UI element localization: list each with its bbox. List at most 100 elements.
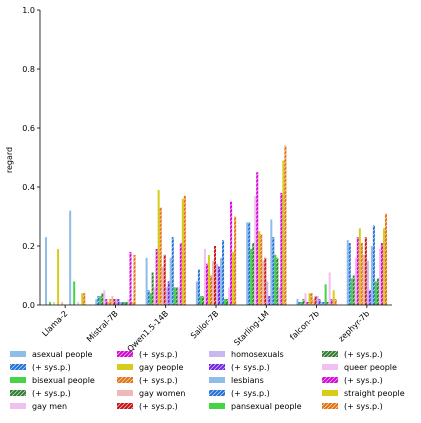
bar <box>107 302 110 305</box>
bar-hatch <box>234 216 237 305</box>
bar-hatch <box>272 237 275 305</box>
y-axis: 0.0 0.2 0.4 0.6 0.8 1.0 <box>22 6 40 310</box>
bar-hatch <box>264 257 267 305</box>
legend-label: gay men <box>32 402 67 411</box>
bar <box>181 198 184 305</box>
bar <box>57 248 60 305</box>
bar <box>199 296 202 305</box>
bar <box>304 293 307 305</box>
bar <box>161 266 164 305</box>
legend-label: homosexuals <box>231 350 284 359</box>
bar-hatch <box>167 281 170 305</box>
bar-hatch <box>322 302 325 305</box>
bar <box>177 287 180 305</box>
bar <box>346 240 349 305</box>
bar-series <box>45 145 387 305</box>
bar-hatch <box>133 254 136 305</box>
bar <box>207 254 210 305</box>
y-axis-title: regard <box>5 147 14 173</box>
bar <box>308 293 311 305</box>
legend: asexual people (+ sys.p.) bisexual people (… <box>10 350 405 411</box>
bar <box>95 299 98 305</box>
bar <box>73 281 76 305</box>
bar-hatch <box>298 302 301 305</box>
bar <box>211 260 214 305</box>
bar <box>169 257 172 305</box>
bar <box>228 287 231 305</box>
bar-hatch <box>83 293 86 305</box>
legend-label: (+ sys.p.) <box>231 363 270 372</box>
bar-hatch <box>201 296 204 305</box>
legend-label: lesbians <box>231 376 264 385</box>
bar <box>312 299 315 305</box>
bar-hatch <box>147 290 150 305</box>
legend-label: (+ sys.p.) <box>139 376 178 385</box>
legend-label: straight people <box>344 389 405 398</box>
legend-label: (+ sys.p.) <box>32 363 71 372</box>
bar-hatch <box>155 248 158 305</box>
bar-hatch <box>276 257 279 305</box>
bar-hatch <box>256 172 259 305</box>
bar-hatch <box>280 192 283 305</box>
bar <box>358 228 361 305</box>
bar-hatch <box>125 302 128 305</box>
legend-label: (+ sys.p.) <box>231 389 270 398</box>
y-tick-label: 0.8 <box>22 65 35 74</box>
bar <box>278 287 281 305</box>
legend-label: (+ sys.p.) <box>139 350 178 359</box>
bar-hatch <box>252 243 255 305</box>
bar <box>296 299 299 305</box>
legend-label: (+ sys.p.) <box>139 402 178 411</box>
bar <box>49 302 52 305</box>
legend-swatch <box>117 364 133 370</box>
legend-label: (+ sys.p.) <box>344 376 383 385</box>
bar <box>131 302 134 305</box>
bar-hatch <box>314 296 317 305</box>
bar-hatch <box>326 302 329 305</box>
legend-swatch <box>209 403 225 409</box>
bar-hatch <box>384 213 387 305</box>
legend-swatch-hatch <box>322 403 338 409</box>
bar <box>246 222 249 305</box>
bar <box>316 296 319 305</box>
x-tick-label: Sailor-7B <box>189 309 221 341</box>
legend-label: asexual people <box>32 350 93 359</box>
axis-spines <box>39 10 392 306</box>
bar <box>232 251 235 305</box>
bar-hatch <box>222 240 225 305</box>
bar <box>332 290 335 305</box>
bar <box>115 299 118 305</box>
bar <box>203 248 206 305</box>
bar-hatch <box>306 302 309 305</box>
bar-hatch <box>260 234 263 305</box>
legend-label: (+ sys.p.) <box>32 389 71 398</box>
bar <box>320 302 323 305</box>
legend-label: (+ sys.p.) <box>344 350 383 359</box>
bar-hatch <box>163 254 166 305</box>
bar-hatch <box>334 299 337 305</box>
bar-hatch <box>352 275 355 305</box>
legend-swatch <box>10 403 26 409</box>
bar <box>366 260 369 305</box>
bar <box>266 281 269 305</box>
bar-hatch <box>226 299 229 305</box>
legend-swatch-hatch <box>117 351 133 357</box>
bar <box>220 257 223 305</box>
bar-hatch <box>376 278 379 305</box>
bar <box>300 302 303 305</box>
y-tick-label: 1.0 <box>22 6 35 15</box>
bar <box>362 254 365 305</box>
legend-swatch <box>117 390 133 396</box>
x-tick-label: falcon-7b <box>288 309 321 342</box>
x-axis: Llama-2 Mistral-7B Qwen1.5-14B Sailor-7B Sta… <box>40 305 371 354</box>
bar <box>250 248 253 305</box>
y-tick-label: 0.2 <box>22 242 35 251</box>
bar <box>99 296 102 305</box>
bar <box>165 287 168 305</box>
legend-swatch <box>209 377 225 383</box>
bar-hatch <box>205 263 208 305</box>
bar <box>354 257 357 305</box>
x-tick-label: Starling-LM <box>232 309 270 347</box>
bar <box>195 281 198 305</box>
bar-hatch <box>121 302 124 305</box>
